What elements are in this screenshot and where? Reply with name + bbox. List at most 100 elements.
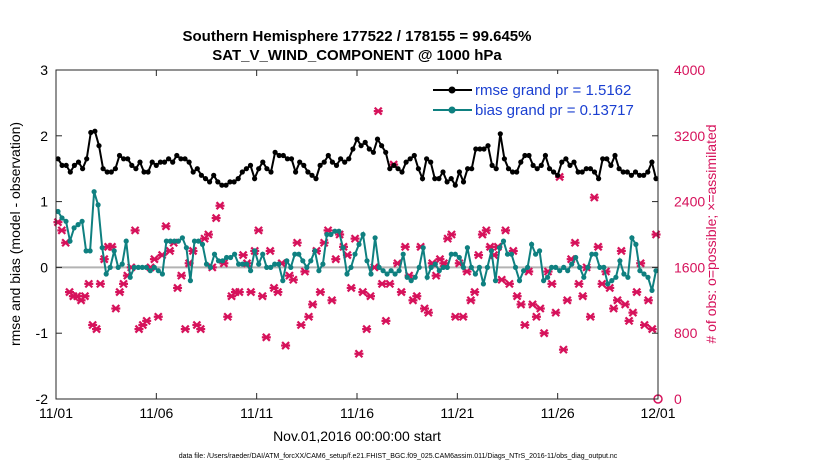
bias-point [328,231,334,238]
rmse-point [538,162,544,168]
rmse-point [551,169,557,175]
rmse-point [288,156,295,162]
bias-point [324,231,330,238]
rmse-point [190,169,196,175]
bias-point [525,264,531,270]
x-tick-label: 11/01 [39,405,73,421]
bias-point [187,278,193,284]
obs-assimilated-marker [381,316,391,326]
bias-point [456,254,462,261]
obs-assimilated-marker [520,320,530,330]
rmse-point [239,169,245,175]
x-tick-label: 11/21 [440,405,474,421]
rmse-point [333,162,340,168]
rmse-point [284,156,290,162]
bias-point [581,274,587,280]
rmse-point [563,156,569,162]
rmse-point [202,176,209,182]
bias-point [224,254,230,261]
rmse-point [391,162,397,168]
bias-point [653,268,659,274]
rmse-point [399,169,405,175]
bias-point [199,241,206,247]
rmse-point [260,159,266,165]
bias-point [492,278,499,284]
rmse-point [75,159,82,165]
rmse-point [469,166,475,172]
rmse-point [505,166,512,172]
obs-assimilated-marker [570,238,580,248]
bias-point [119,261,125,267]
bias-point [533,251,539,257]
bias-point [593,251,599,257]
rmse-point [415,166,421,172]
rmse-point [80,166,86,172]
rmse-point [612,152,618,159]
obs-assimilated-marker [281,341,291,350]
bias-point [103,271,109,277]
rmse-point [497,131,503,137]
bias-point [637,268,643,274]
bias-point [396,268,402,274]
rmse-point [71,162,77,168]
obs-assimilated-marker [327,296,337,305]
obs-assimilated-marker [466,296,476,305]
obs-assimilated-marker [331,254,341,264]
bias-point [609,278,615,284]
obs-assimilated-marker [474,250,484,260]
bias-point [115,264,121,270]
rmse-point [473,146,479,152]
rmse-point [211,172,217,178]
obs-assimilated-marker [366,291,376,301]
bias-point [55,208,61,215]
bias-point [633,241,639,247]
obs-assimilated-marker [215,201,225,210]
rmse-point [424,156,430,162]
rmse-point [342,159,348,165]
bias-point [256,261,262,267]
bias-point [549,264,555,270]
bias-point [388,268,394,274]
rmse-point [436,176,442,182]
obs-assimilated-marker [304,312,314,322]
bias-point [151,264,157,270]
obs-assimilated-marker [265,246,275,256]
bias-point [605,281,611,287]
rmse-point [624,169,630,175]
rmse-point [403,159,409,165]
bias-point [111,248,117,254]
rmse-point [280,152,286,159]
obs-assimilated-marker [142,316,152,326]
rmse-point [313,176,319,182]
rmse-point [616,166,622,172]
bias-point [392,271,398,277]
legend-bias-label: bias grand pr = 0.13717 [475,102,634,119]
rmse-point [530,162,536,168]
rmse-point [96,143,102,149]
rmse-point [542,152,549,159]
rmse-point [485,143,491,149]
rmse-point [477,146,483,152]
bias-point [248,268,254,274]
rmse-point [121,156,127,162]
bias-point [292,251,298,257]
obs-assimilated-marker [423,308,433,317]
x-tick-label: 11/16 [340,405,374,421]
rmse-point [305,169,311,175]
obs-assimilated-marker [176,271,186,280]
bias-point [597,264,603,270]
obs-assimilated-marker [616,246,626,256]
bias-point [508,251,515,257]
bias-point [211,251,218,257]
y-left-tick-label: 3 [40,62,48,78]
rmse-point [223,182,229,188]
obs-assimilated-marker [315,287,325,297]
rmse-point [321,159,327,165]
bias-point [183,245,189,251]
bias-point [59,215,65,221]
rmse-point [309,172,315,178]
rmse-point [407,156,413,162]
rmse-point [383,149,389,155]
obs-assimilated-marker [562,296,572,305]
rmse-point [182,156,188,162]
